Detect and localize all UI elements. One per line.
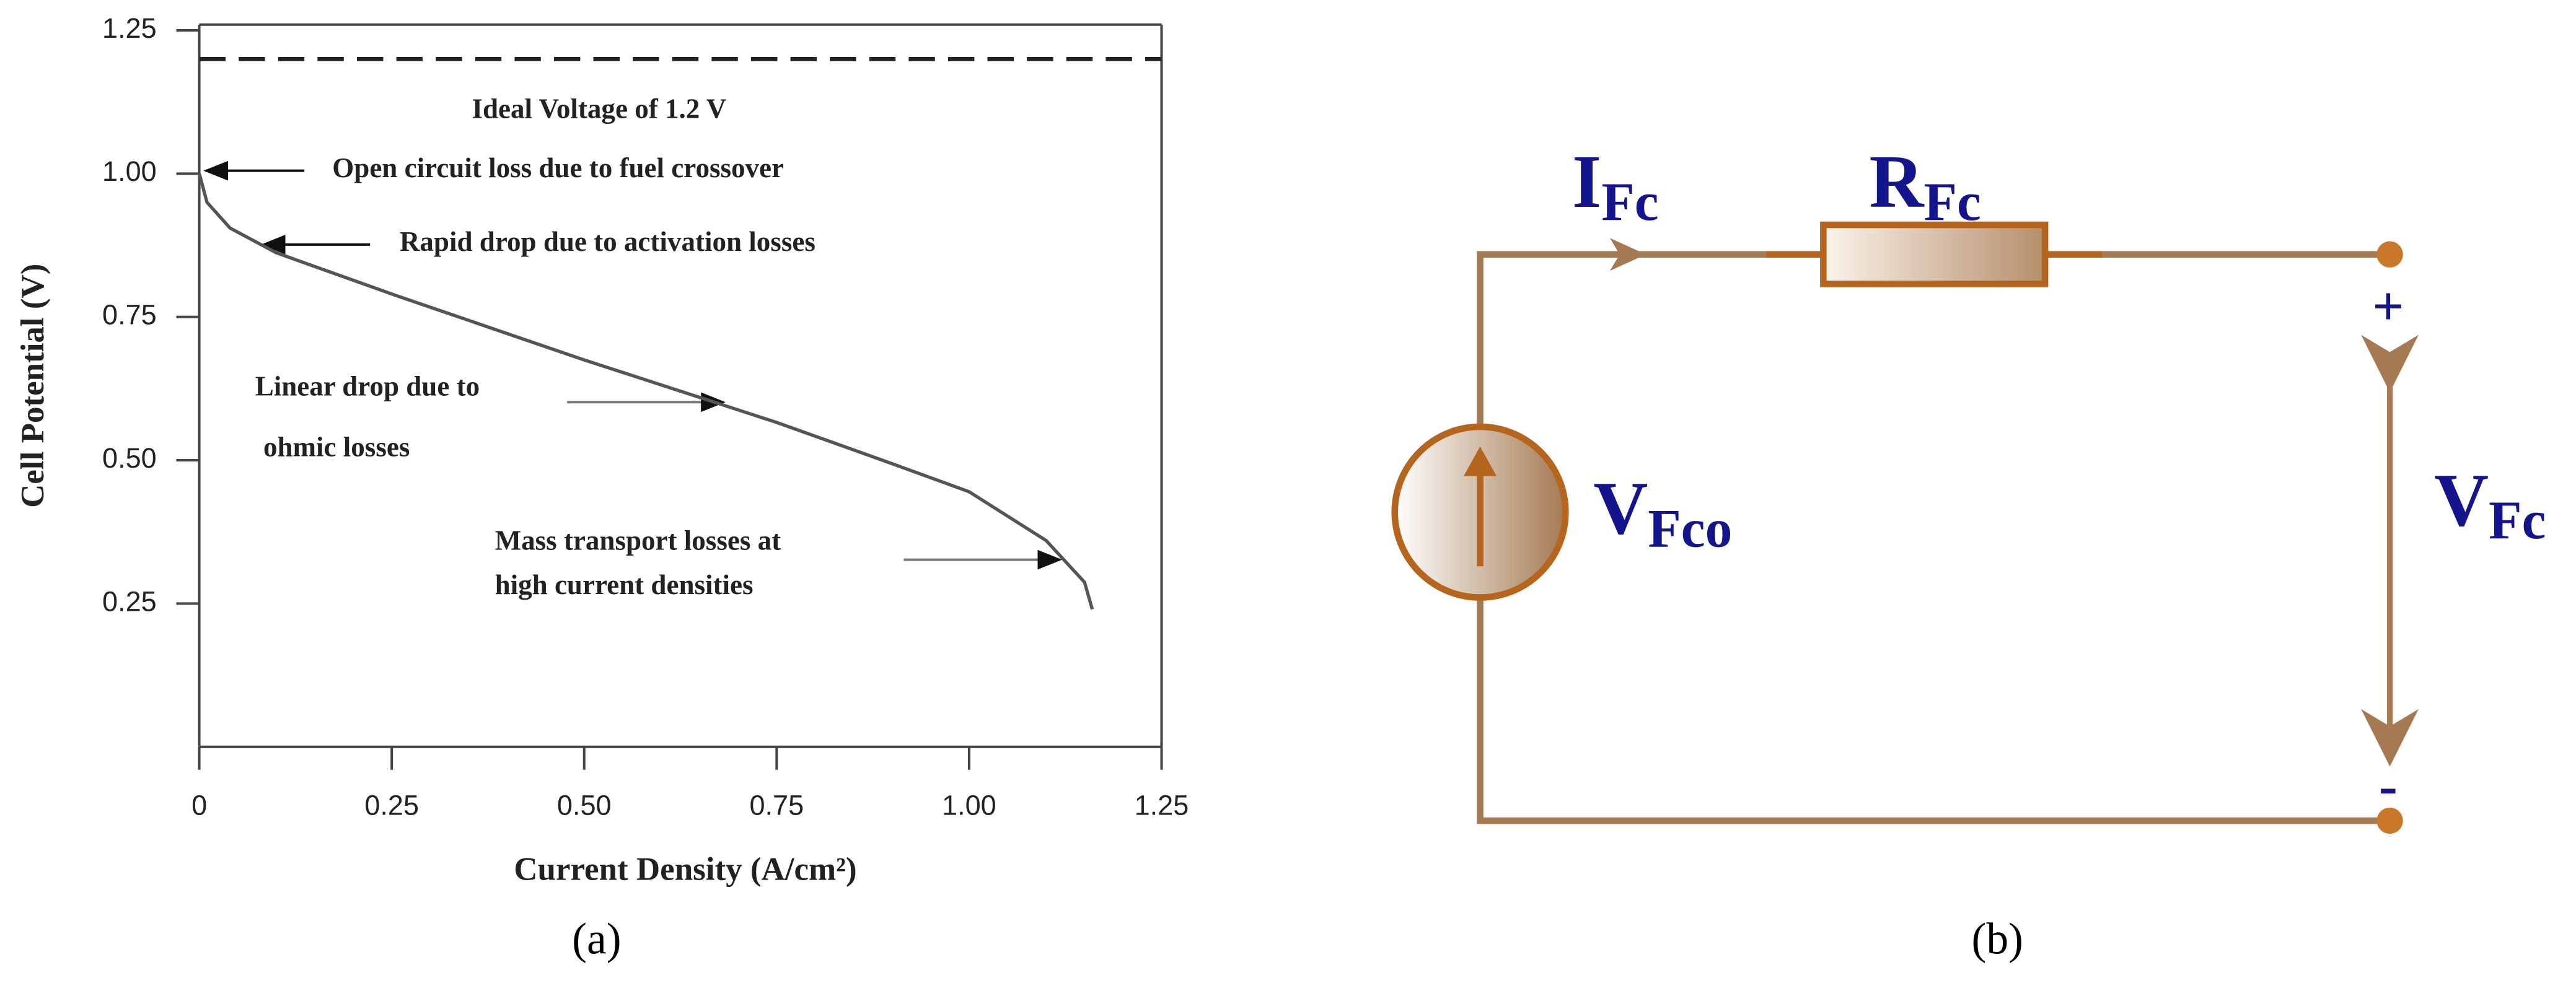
y-tick-label: 1.00 <box>102 155 157 187</box>
current-arrow <box>1609 238 1646 271</box>
current-label: IFc <box>1572 140 1659 232</box>
x-tick-label: 1.25 <box>1135 790 1189 821</box>
y-tick-label: 0.25 <box>102 585 157 617</box>
circuit-diagram <box>1391 221 2419 834</box>
annotation: Open circuit loss due to fuel crossover <box>332 152 784 183</box>
y-tick-label: 0.75 <box>102 299 157 331</box>
x-tick-label: 0.75 <box>749 790 804 821</box>
annotation: high current densities <box>495 569 754 600</box>
y-tick-label: 1.25 <box>102 12 157 44</box>
label-sub: Fc <box>2489 490 2546 550</box>
label-main: I <box>1572 140 1601 224</box>
annotation: Mass transport losses at <box>495 525 781 556</box>
caption: (a) <box>572 915 621 964</box>
annotation: Ideal Voltage of 1.2 V <box>472 94 726 125</box>
terminal <box>2376 241 2403 268</box>
caption: (b) <box>1972 915 2023 964</box>
annotation: Linear drop due to <box>255 370 480 401</box>
label-main: V <box>1593 466 1648 550</box>
plus-sign: + <box>2372 276 2404 338</box>
annotation: Rapid drop due to activation losses <box>400 226 815 257</box>
annotation: ohmic losses <box>263 431 410 462</box>
label-main: V <box>2434 458 2489 542</box>
label-main: R <box>1870 140 1925 224</box>
polarization-curve <box>198 173 1094 610</box>
wire <box>1477 251 2390 824</box>
source-label: VFco <box>1593 466 1732 558</box>
label-sub: Fco <box>1648 498 1732 558</box>
minus-sign: - <box>2379 755 2398 816</box>
polarization-chart: Ideal Voltage of 1.2 V Open circuit loss… <box>15 12 1189 887</box>
terminal <box>2376 807 2403 834</box>
x-tick-label: 0.50 <box>557 790 612 821</box>
x-axis-label: Current Density (A/cm²) <box>514 851 856 887</box>
y-tick-label: 0.50 <box>102 442 157 474</box>
y-axis-label: Cell Potential (V) <box>15 264 51 508</box>
x-tick-label: 0.25 <box>364 790 419 821</box>
x-tick-label: 1.00 <box>942 790 996 821</box>
resistor <box>1820 221 2049 287</box>
label-sub: Fc <box>1924 172 1981 232</box>
source-arrowhead <box>1464 446 1497 476</box>
output-label: VFc <box>2434 458 2546 550</box>
x-tick-label: 0 <box>191 790 207 821</box>
label-sub: Fc <box>1601 172 1658 232</box>
resistor-label: RFc <box>1870 140 1981 232</box>
